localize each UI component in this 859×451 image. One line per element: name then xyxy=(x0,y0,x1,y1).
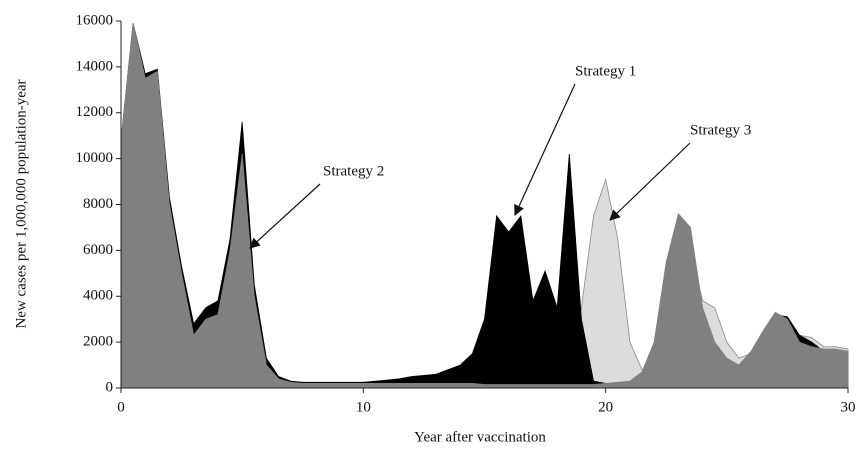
y-tick-label: 8000 xyxy=(83,196,113,212)
arrow xyxy=(249,183,321,249)
y-tick-label: 4000 xyxy=(83,288,113,304)
y-tick-label: 2000 xyxy=(83,334,113,350)
annotation: Strategy 3 xyxy=(690,122,751,138)
annotation: Strategy 2 xyxy=(323,163,384,179)
annotation: Strategy 1 xyxy=(575,63,636,79)
y-tick-label: 12000 xyxy=(76,104,114,120)
arrow xyxy=(514,83,576,216)
x-tick-label: 30 xyxy=(841,399,856,415)
area xyxy=(120,23,849,389)
plot-area xyxy=(120,23,849,389)
arrow xyxy=(609,142,691,221)
y-axis-title: New cases per 1,000,000 population-year xyxy=(13,79,29,328)
y-tick-label: 14000 xyxy=(76,58,114,74)
x-tick-label: 0 xyxy=(117,399,125,415)
x-axis-title: Year after vaccination xyxy=(414,429,546,445)
x-tick-label: 20 xyxy=(598,399,613,415)
x-tick-label: 10 xyxy=(356,399,371,415)
y-tick-label: 16000 xyxy=(76,12,114,28)
y-tick-label: 6000 xyxy=(83,242,113,258)
y-tick-label: 0 xyxy=(106,379,114,395)
y-tick-label: 10000 xyxy=(76,150,114,166)
